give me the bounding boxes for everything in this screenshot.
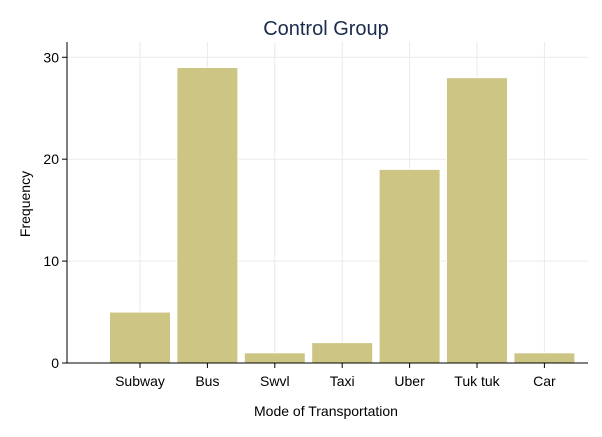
bar-tuk-tuk [446, 77, 508, 364]
x-tick-label-tuk-tuk: Tuk tuk [454, 373, 500, 389]
x-tick-label-subway: Subway [115, 373, 165, 389]
bars [109, 66, 576, 364]
x-tick-label-car: Car [533, 373, 556, 389]
x-tick-label-taxi: Taxi [330, 373, 355, 389]
y-tick-label-20: 20 [43, 151, 59, 167]
bar-taxi [311, 342, 374, 364]
x-tick-label-swvl: Swvl [260, 373, 290, 389]
y-tick-label-30: 30 [43, 49, 59, 65]
x-tick-label-uber: Uber [394, 373, 425, 389]
y-tick-label-0: 0 [51, 355, 59, 371]
x-tick-label-bus: Bus [195, 373, 219, 389]
bar-uber [378, 168, 441, 364]
y-tick-label-10: 10 [43, 253, 59, 269]
bar-car [513, 352, 576, 364]
chart-title: Control Group [263, 18, 389, 40]
y-axis-title: Frequency [17, 171, 33, 237]
axes: 0 10 20 30 Subway Bus Swvl Taxi Uber Tuk tuk Car [43, 42, 588, 389]
bar-swvl [243, 352, 306, 364]
bar-subway [109, 311, 171, 364]
bar-bus [176, 66, 239, 364]
x-axis-title: Mode of Transportation [254, 403, 398, 419]
